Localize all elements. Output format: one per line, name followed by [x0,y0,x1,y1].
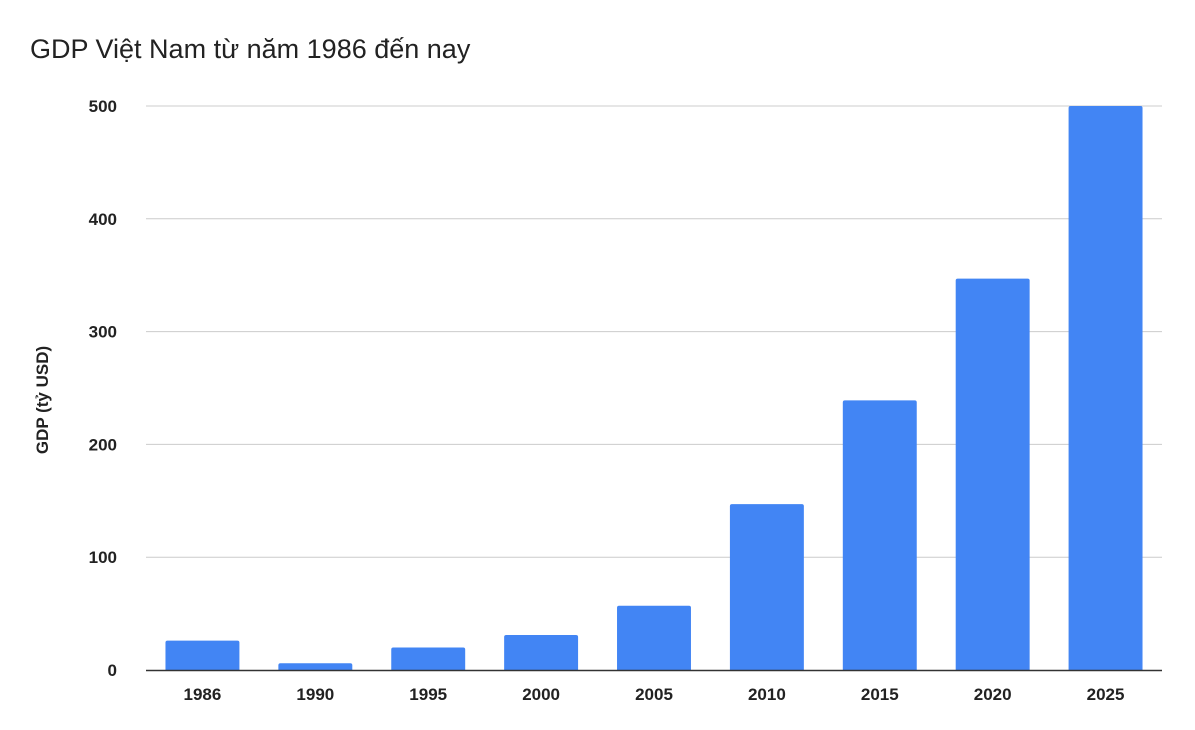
x-tick-label: 2025 [1087,685,1125,704]
x-tick-label: 2005 [635,685,673,704]
x-tick-label: 2010 [748,685,786,704]
x-tick-label: 2000 [522,685,560,704]
bars [165,106,1143,670]
bar-2010 [729,504,804,670]
x-tick-label: 1995 [409,685,447,704]
y-tick-label: 100 [89,548,117,567]
y-tick-label: 300 [89,323,117,342]
x-tick-label: 2020 [974,685,1012,704]
x-tick-label: 2015 [861,685,899,704]
y-tick-label: 200 [89,435,117,454]
bar-2005 [617,605,691,670]
bar-1986 [165,640,240,670]
y-tick-label: 400 [89,210,117,229]
x-tick-label: 1986 [184,685,222,704]
x-tick-label: 1990 [296,685,334,704]
y-tick-label: 500 [89,97,117,116]
bar-2025 [1068,106,1143,670]
bar-2015 [842,400,917,670]
x-tick-labels: 1986 1990 1995 2000 2005 2010 2015 2020 2025 [184,685,1125,704]
bar-2020 [955,278,1030,670]
y-tick-labels: 0 100 200 300 400 500 [89,97,117,680]
chart-title: GDP Việt Nam từ năm 1986 đến nay [30,34,471,64]
bar-1995 [391,647,466,670]
y-axis-title: GDP (tỷ USD) [33,346,52,454]
bar-2000 [504,635,579,670]
y-tick-label: 0 [108,661,117,680]
bar-1990 [278,663,353,670]
